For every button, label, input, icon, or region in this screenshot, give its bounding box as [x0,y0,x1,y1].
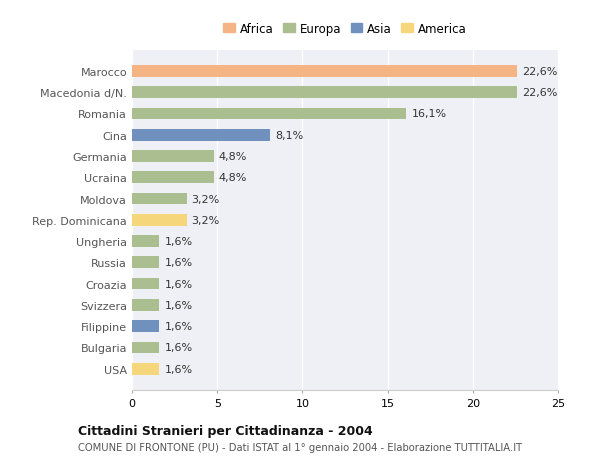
Text: 3,2%: 3,2% [191,194,220,204]
Bar [132,342,159,353]
Bar [132,320,159,332]
Bar [132,236,159,247]
Text: 4,8%: 4,8% [219,151,247,162]
Bar [132,193,187,205]
Bar [132,299,159,311]
Bar [132,278,159,290]
Bar [132,151,214,162]
Text: 1,6%: 1,6% [164,321,193,331]
Text: 1,6%: 1,6% [164,364,193,374]
Text: 1,6%: 1,6% [164,300,193,310]
Legend: Africa, Europa, Asia, America: Africa, Europa, Asia, America [220,19,470,39]
Text: Cittadini Stranieri per Cittadinanza - 2004: Cittadini Stranieri per Cittadinanza - 2… [78,425,373,437]
Text: 1,6%: 1,6% [164,258,193,268]
Bar [132,257,159,269]
Text: 1,6%: 1,6% [164,236,193,246]
Bar [132,214,187,226]
Text: 4,8%: 4,8% [219,173,247,183]
Bar [132,129,270,141]
Text: 16,1%: 16,1% [412,109,446,119]
Bar [132,363,159,375]
Text: 22,6%: 22,6% [522,67,557,77]
Text: COMUNE DI FRONTONE (PU) - Dati ISTAT al 1° gennaio 2004 - Elaborazione TUTTITALI: COMUNE DI FRONTONE (PU) - Dati ISTAT al … [78,442,522,452]
Text: 22,6%: 22,6% [522,88,557,98]
Bar [132,108,406,120]
Bar [132,66,517,78]
Text: 1,6%: 1,6% [164,343,193,353]
Bar [132,87,517,99]
Text: 3,2%: 3,2% [191,215,220,225]
Text: 1,6%: 1,6% [164,279,193,289]
Bar [132,172,214,184]
Text: 8,1%: 8,1% [275,130,304,140]
